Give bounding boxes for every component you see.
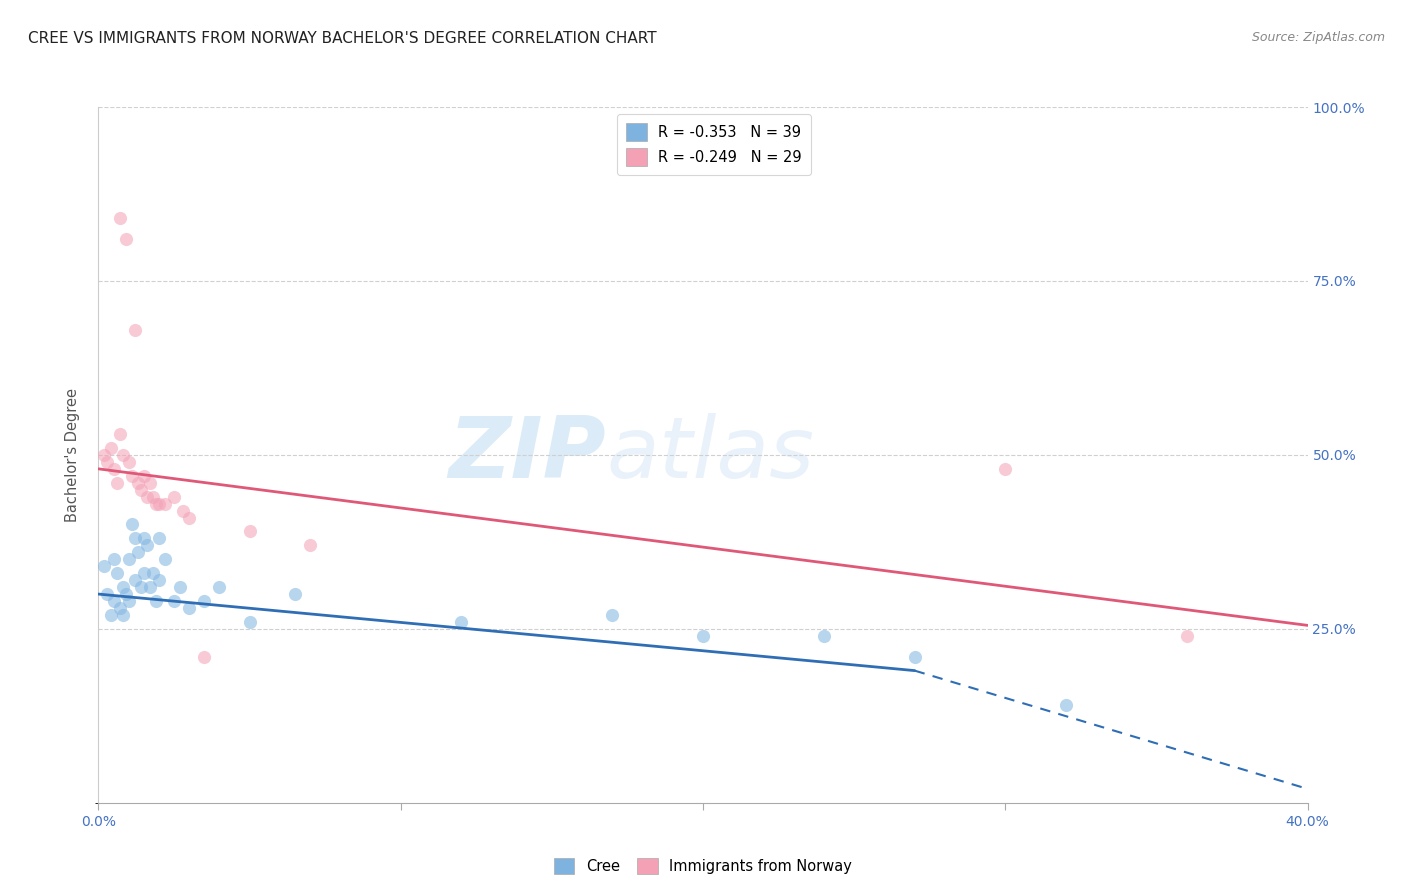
Point xyxy=(132,532,155,546)
Point xyxy=(148,573,170,587)
Point xyxy=(179,510,201,524)
Point xyxy=(105,475,128,490)
Y-axis label: Bachelor's Degree: Bachelor's Degree xyxy=(65,388,80,522)
Point xyxy=(111,448,134,462)
Point xyxy=(148,532,170,546)
Point xyxy=(169,580,191,594)
Point xyxy=(108,601,131,615)
Point xyxy=(139,580,162,594)
Point xyxy=(103,462,125,476)
Point xyxy=(93,559,115,574)
Point xyxy=(124,532,146,546)
Point xyxy=(163,594,186,608)
Point xyxy=(108,427,131,442)
Point xyxy=(132,566,155,581)
Point xyxy=(118,552,141,566)
Point xyxy=(100,441,122,455)
Text: Source: ZipAtlas.com: Source: ZipAtlas.com xyxy=(1251,31,1385,45)
Point xyxy=(1175,629,1198,643)
Legend: R = -0.353   N = 39, R = -0.249   N = 29: R = -0.353 N = 39, R = -0.249 N = 29 xyxy=(617,114,811,175)
Point xyxy=(145,497,167,511)
Point xyxy=(118,455,141,469)
Point xyxy=(129,580,152,594)
Point xyxy=(127,545,149,559)
Point xyxy=(118,594,141,608)
Point xyxy=(208,580,231,594)
Point xyxy=(124,573,146,587)
Legend: Cree, Immigrants from Norway: Cree, Immigrants from Norway xyxy=(548,852,858,880)
Point xyxy=(299,538,322,552)
Point xyxy=(153,552,176,566)
Point xyxy=(105,566,128,581)
Point xyxy=(114,232,136,246)
Point xyxy=(153,497,176,511)
Point xyxy=(108,211,131,226)
Point xyxy=(172,503,194,517)
Point xyxy=(103,594,125,608)
Point xyxy=(284,587,307,601)
Point xyxy=(121,517,143,532)
Point xyxy=(602,607,624,622)
Text: atlas: atlas xyxy=(606,413,814,497)
Point xyxy=(142,566,165,581)
Point xyxy=(100,607,122,622)
Point xyxy=(148,497,170,511)
Point xyxy=(904,649,927,664)
Point xyxy=(450,615,472,629)
Point xyxy=(121,468,143,483)
Point xyxy=(239,524,262,539)
Point xyxy=(111,580,134,594)
Point xyxy=(135,538,157,552)
Point xyxy=(124,323,146,337)
Point xyxy=(114,587,136,601)
Point xyxy=(129,483,152,497)
Point xyxy=(163,490,186,504)
Point xyxy=(103,552,125,566)
Point xyxy=(813,629,835,643)
Point xyxy=(239,615,262,629)
Point xyxy=(994,462,1017,476)
Point xyxy=(111,607,134,622)
Point xyxy=(135,490,157,504)
Point xyxy=(193,594,215,608)
Point xyxy=(179,601,201,615)
Point xyxy=(96,455,118,469)
Point xyxy=(692,629,714,643)
Point xyxy=(1054,698,1077,713)
Point xyxy=(127,475,149,490)
Point xyxy=(145,594,167,608)
Text: CREE VS IMMIGRANTS FROM NORWAY BACHELOR'S DEGREE CORRELATION CHART: CREE VS IMMIGRANTS FROM NORWAY BACHELOR'… xyxy=(28,31,657,46)
Point xyxy=(132,468,155,483)
Text: ZIP: ZIP xyxy=(449,413,606,497)
Point xyxy=(96,587,118,601)
Point xyxy=(142,490,165,504)
Point xyxy=(193,649,215,664)
Point xyxy=(139,475,162,490)
Point xyxy=(93,448,115,462)
